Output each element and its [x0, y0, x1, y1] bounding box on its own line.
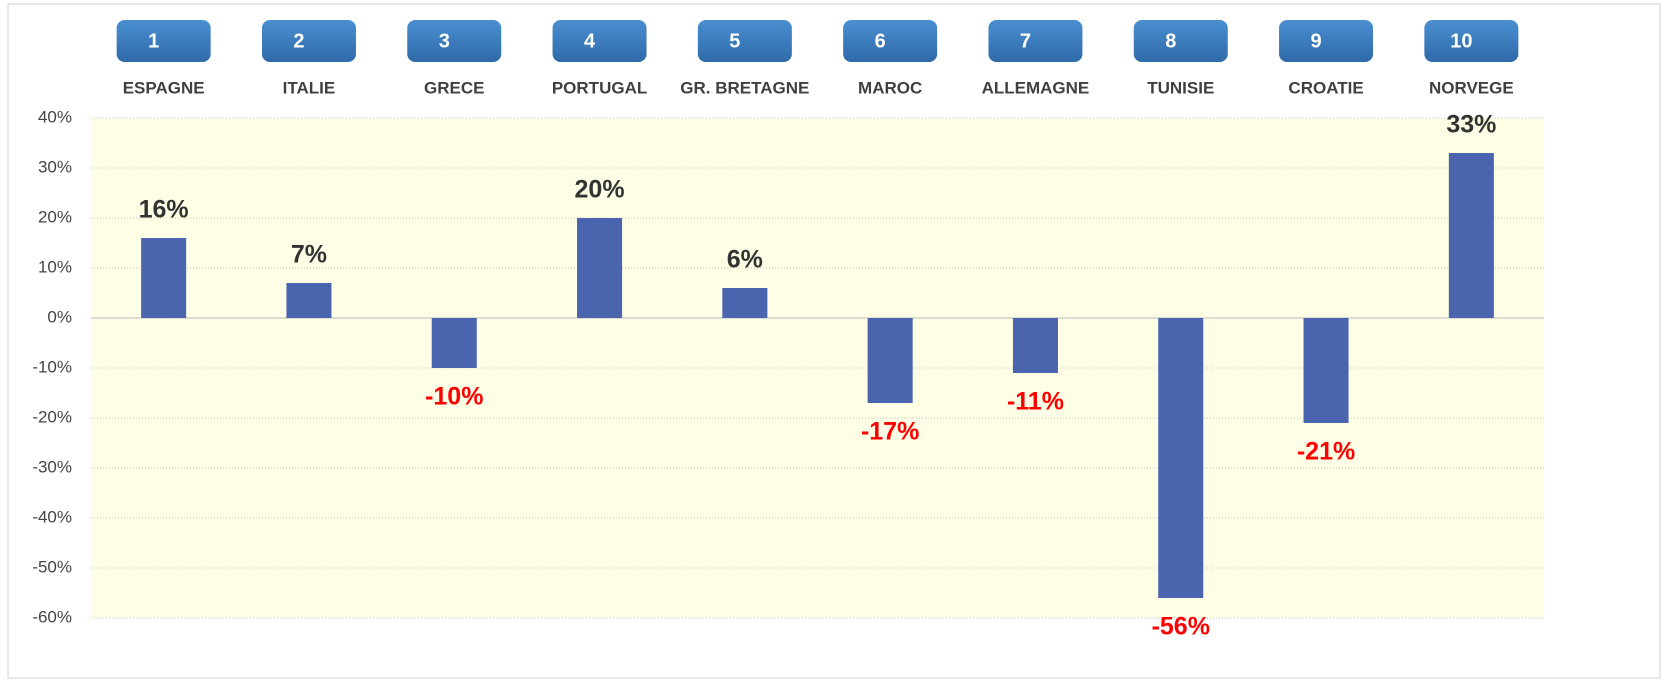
bar — [1158, 318, 1204, 598]
y-tick-label: -10% — [32, 357, 72, 376]
y-tick-label: -60% — [32, 607, 72, 626]
rank-label: 3 — [439, 30, 450, 52]
value-label: -17% — [861, 418, 919, 446]
y-tick-label: -40% — [32, 507, 72, 526]
rank-label: 6 — [875, 30, 886, 52]
rank-label: 1 — [148, 30, 159, 52]
value-label: 7% — [291, 241, 327, 269]
bar — [1448, 153, 1494, 318]
bar — [1012, 318, 1058, 373]
rank-label: 2 — [293, 30, 304, 52]
value-label: -11% — [1007, 388, 1064, 416]
y-tick-label: 30% — [38, 157, 72, 176]
y-tick-label: -20% — [32, 407, 72, 426]
rank-label: 7 — [1020, 30, 1031, 52]
rank-badge — [1133, 20, 1228, 62]
y-tick-label: -30% — [32, 457, 72, 476]
rank-badge — [261, 20, 356, 62]
y-tick-label: 0% — [47, 307, 72, 326]
value-label: -21% — [1297, 438, 1355, 466]
x-tick-label: ALLEMAGNE — [982, 78, 1090, 97]
value-label: 20% — [575, 176, 625, 204]
rank-badge — [988, 20, 1083, 62]
bar — [141, 238, 187, 318]
x-tick-label: TUNISIE — [1147, 78, 1214, 97]
rank-label: 10 — [1450, 30, 1472, 52]
y-tick-label: 20% — [38, 207, 72, 226]
rank-badge — [1279, 20, 1374, 62]
value-label: 6% — [727, 246, 763, 274]
rank-label: 9 — [1310, 30, 1321, 52]
rank-label: 8 — [1165, 30, 1176, 52]
x-tick-label: NORVEGE — [1429, 78, 1514, 97]
value-label: -10% — [425, 383, 483, 411]
rank-badge — [843, 20, 938, 62]
bar — [1303, 318, 1349, 423]
rank-badge — [116, 20, 211, 62]
y-tick-label: 10% — [38, 257, 72, 276]
value-label: 33% — [1446, 111, 1496, 139]
y-tick-label: -50% — [32, 557, 72, 576]
rank-badge — [552, 20, 647, 62]
x-tick-label: GR. BRETAGNE — [680, 78, 809, 97]
x-tick-label: ESPAGNE — [123, 78, 205, 97]
bar — [286, 283, 332, 318]
value-label: 16% — [139, 196, 189, 224]
x-tick-label: MAROC — [858, 78, 922, 97]
x-tick-label: CROATIE — [1288, 78, 1363, 97]
rank-label: 5 — [729, 30, 740, 52]
y-tick-label: 40% — [38, 107, 72, 126]
rank-badge — [697, 20, 792, 62]
bar — [722, 288, 768, 318]
bar — [867, 318, 913, 403]
rank-badge — [407, 20, 502, 62]
rank-label: 4 — [584, 30, 596, 52]
bar — [577, 218, 623, 318]
x-tick-label: PORTUGAL — [552, 78, 647, 97]
rank-badge — [1424, 20, 1519, 62]
value-label: -56% — [1152, 613, 1210, 641]
x-tick-label: GRECE — [424, 78, 484, 97]
bar — [431, 318, 477, 368]
x-tick-label: ITALIE — [283, 78, 336, 97]
